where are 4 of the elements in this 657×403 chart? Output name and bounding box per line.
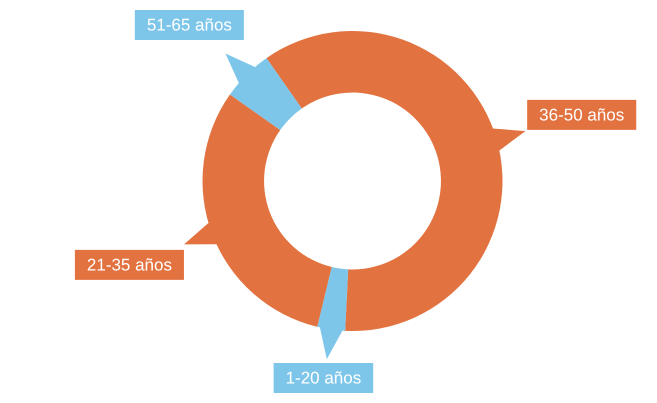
slice-label: 36-50 años [539,106,624,125]
slice-label: 21-35 años [86,256,172,275]
legend-label: 1-20 años [286,368,362,388]
slice-label: 51-65 años [146,16,232,35]
